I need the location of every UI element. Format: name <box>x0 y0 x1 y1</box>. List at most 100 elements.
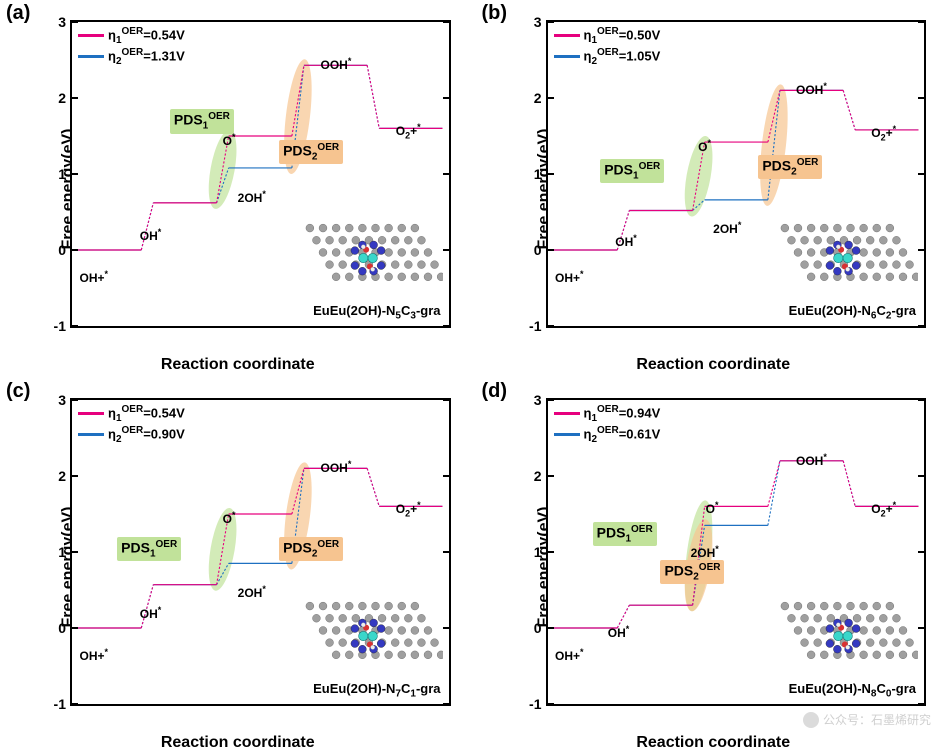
step-label: OH* <box>608 624 630 640</box>
step-label: O* <box>223 132 236 148</box>
x-axis-label: Reaction coordinate <box>636 356 790 374</box>
ytick-label: 3 <box>42 392 72 408</box>
watermark-text: 公众号：石墨烯研究 <box>823 711 931 728</box>
pds2-label: PDS2OER <box>279 537 343 561</box>
legend-swatch <box>554 433 580 436</box>
system-label: EuEu(2OH)-N6C2-gra <box>789 303 916 322</box>
legend-text-eta2: η2OER=1.05V <box>584 47 661 67</box>
step-label: O2+* <box>396 500 421 518</box>
wechat-icon <box>803 712 819 728</box>
ytick-label: -1 <box>42 696 72 712</box>
ytick-label: 0 <box>42 620 72 636</box>
step-label: OH* <box>140 605 162 621</box>
step-label: OH+* <box>80 647 109 663</box>
watermark: 公众号：石墨烯研究 <box>803 711 931 728</box>
panel-d: (d)Free energy(eV)Reaction coordinate-10… <box>476 378 951 756</box>
legend-swatch <box>554 412 580 415</box>
plot-area: -10123 η1OER=0.54V η2OER=1.31V PDS1OERPD… <box>70 20 451 328</box>
panel-a: (a)Free energy(eV)Reaction coordinate-10… <box>0 0 476 378</box>
plot-area: -10123 η1OER=0.54V η2OER=0.90V PDS1OERPD… <box>70 398 451 706</box>
legend-text-eta2: η2OER=1.31V <box>108 47 185 67</box>
pds1-label: PDS1OER <box>117 537 181 561</box>
inset-structure <box>768 214 918 304</box>
legend-text-eta1: η1OER=0.54V <box>108 404 185 424</box>
legend-row-eta2: η2OER=0.90V <box>78 425 185 445</box>
ytick-label: -1 <box>42 318 72 334</box>
legend-swatch <box>554 34 580 37</box>
step-label: O2+* <box>396 122 421 140</box>
step-label: O* <box>223 510 236 526</box>
step-label: 2OH* <box>691 544 719 560</box>
legend-row-eta1: η1OER=0.50V <box>554 26 661 46</box>
panel-corner-label: (b) <box>482 2 508 25</box>
step-label: O* <box>698 138 711 154</box>
panel-corner-label: (a) <box>6 2 30 25</box>
ytick-label: 3 <box>42 14 72 30</box>
legend: η1OER=0.50V η2OER=1.05V <box>554 26 661 68</box>
pds2-label: PDS2OER <box>758 155 822 179</box>
legend-text-eta2: η2OER=0.90V <box>108 425 185 445</box>
step-label: OH* <box>140 227 162 243</box>
legend-swatch <box>78 433 104 436</box>
ytick-label: 1 <box>42 544 72 560</box>
pds2-label: PDS2OER <box>279 140 343 164</box>
ytick-label: 2 <box>42 90 72 106</box>
step-label: OOH* <box>796 452 827 468</box>
ytick-label: 1 <box>518 166 548 182</box>
legend-row-eta1: η1OER=0.54V <box>78 404 185 424</box>
legend-row-eta2: η2OER=0.61V <box>554 425 661 445</box>
step-label: 2OH* <box>238 189 266 205</box>
ytick-label: 0 <box>518 242 548 258</box>
step-label: OH* <box>615 233 637 249</box>
ytick-label: -1 <box>518 318 548 334</box>
legend-row-eta1: η1OER=0.54V <box>78 26 185 46</box>
ytick-label: 2 <box>42 468 72 484</box>
legend-swatch <box>78 412 104 415</box>
step-label: 2OH* <box>713 220 741 236</box>
inset-structure <box>768 592 918 682</box>
pds2-label: PDS2OER <box>660 560 724 584</box>
step-label: OH+* <box>555 647 584 663</box>
legend-text-eta2: η2OER=0.61V <box>584 425 661 445</box>
legend-text-eta1: η1OER=0.94V <box>584 404 661 424</box>
legend-swatch <box>554 55 580 58</box>
panel-corner-label: (c) <box>6 380 30 403</box>
ytick-label: 3 <box>518 14 548 30</box>
legend: η1OER=0.54V η2OER=0.90V <box>78 404 185 446</box>
legend: η1OER=0.94V η2OER=0.61V <box>554 404 661 446</box>
legend-text-eta1: η1OER=0.54V <box>108 26 185 46</box>
pds1-label: PDS1OER <box>593 522 657 546</box>
pds1-label: PDS1OER <box>170 109 234 133</box>
step-label: OOH* <box>796 81 827 97</box>
legend-text-eta1: η1OER=0.50V <box>584 26 661 46</box>
step-label: 2OH* <box>238 584 266 600</box>
panel-corner-label: (d) <box>482 380 508 403</box>
step-label: O* <box>706 500 719 516</box>
step-label: O2+* <box>871 124 896 142</box>
legend-swatch <box>78 34 104 37</box>
ytick-label: 2 <box>518 90 548 106</box>
step-label: OH+* <box>80 269 109 285</box>
step-label: O2+* <box>871 500 896 518</box>
x-axis-label: Reaction coordinate <box>161 734 315 752</box>
step-label: OOH* <box>320 56 351 72</box>
ytick-label: 0 <box>42 242 72 258</box>
legend-row-eta1: η1OER=0.94V <box>554 404 661 424</box>
ytick-label: 1 <box>42 166 72 182</box>
ytick-label: -1 <box>518 696 548 712</box>
ytick-label: 1 <box>518 544 548 560</box>
step-label: OOH* <box>320 459 351 475</box>
system-label: EuEu(2OH)-N8C0-gra <box>789 681 916 700</box>
inset-structure <box>293 214 443 304</box>
system-label: EuEu(2OH)-N7C1-gra <box>313 681 440 700</box>
panel-c: (c)Free energy(eV)Reaction coordinate-10… <box>0 378 476 756</box>
legend-row-eta2: η2OER=1.05V <box>554 47 661 67</box>
legend-swatch <box>78 55 104 58</box>
ytick-label: 2 <box>518 468 548 484</box>
inset-structure <box>293 592 443 682</box>
x-axis-label: Reaction coordinate <box>161 356 315 374</box>
x-axis-label: Reaction coordinate <box>636 734 790 752</box>
step-label: OH+* <box>555 269 584 285</box>
ytick-label: 3 <box>518 392 548 408</box>
pds1-label: PDS1OER <box>600 159 664 183</box>
